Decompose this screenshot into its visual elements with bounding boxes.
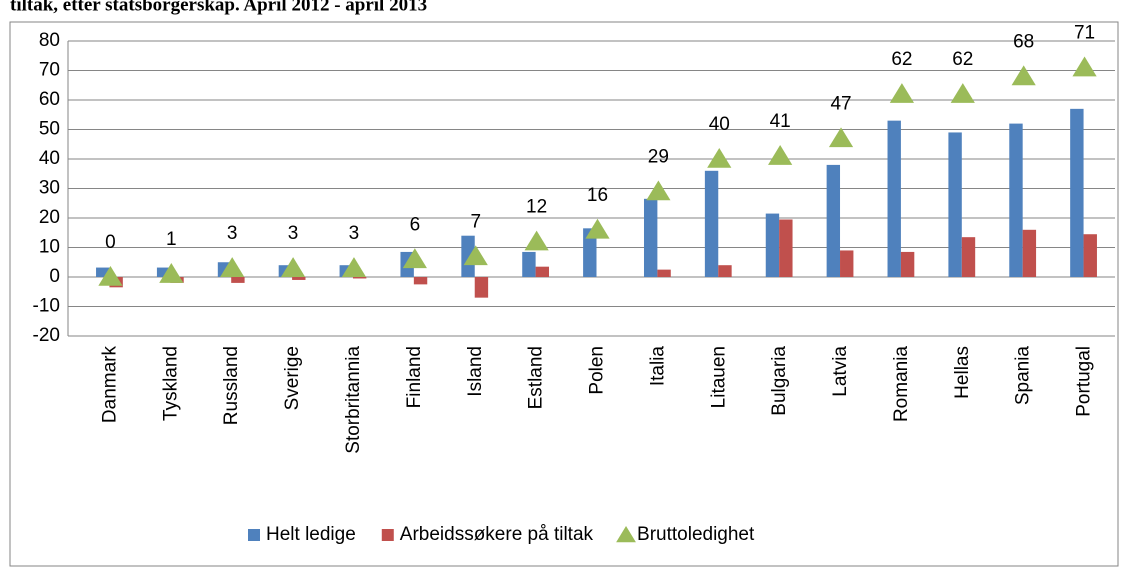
x-tick-label: Danmark [99, 346, 120, 424]
bar [900, 251, 915, 277]
legend-swatch [248, 529, 260, 541]
legend-label: Bruttoledighet [637, 524, 755, 545]
y-tick-label: 80 [39, 30, 60, 51]
x-tick-label: Portugal [1074, 346, 1095, 417]
x-tick-label: Litauen [708, 346, 729, 408]
x-tick-label: Russland [221, 346, 242, 425]
bar [1022, 229, 1037, 277]
bar [840, 250, 854, 277]
x-tick-label: Latvia [830, 346, 851, 397]
data-label: 29 [648, 146, 669, 167]
bar [352, 277, 367, 279]
y-tick-label: 40 [39, 148, 60, 169]
data-label: 62 [891, 49, 912, 70]
bar [657, 269, 671, 277]
x-tick-label: Spania [1013, 346, 1034, 406]
y-tick-label: 50 [39, 119, 60, 140]
data-label: 41 [770, 111, 791, 132]
data-label: 7 [470, 211, 481, 232]
bar [718, 265, 732, 277]
x-tick-label: Estland [526, 346, 547, 409]
bar [643, 198, 658, 277]
data-label: 3 [288, 223, 299, 244]
data-label: 62 [952, 49, 973, 70]
x-tick-label: Storbritannia [343, 346, 364, 454]
y-tick-label: 30 [39, 178, 60, 199]
chart-border [9, 21, 1119, 567]
data-label: 68 [1013, 31, 1034, 52]
bar [231, 277, 245, 283]
y-tick-label: 20 [39, 207, 60, 228]
data-label: 71 [1074, 23, 1095, 44]
x-tick-label: Island [465, 346, 486, 397]
bar [1070, 108, 1084, 277]
bar [1083, 234, 1097, 277]
marker [889, 83, 915, 103]
bar [583, 228, 597, 277]
bar [704, 170, 719, 277]
marker [707, 148, 732, 168]
marker [98, 266, 123, 286]
bar [292, 277, 306, 280]
marker [220, 257, 245, 277]
marker [1072, 56, 1097, 77]
bar [765, 213, 780, 277]
x-tick-label: Finland [404, 346, 425, 408]
x-tick-label: Italia [647, 346, 668, 387]
data-label: 47 [830, 93, 851, 114]
data-label: 12 [526, 197, 547, 218]
marker [585, 218, 610, 239]
y-tick-label: 70 [39, 60, 60, 81]
bar [887, 120, 901, 278]
marker [159, 263, 184, 283]
data-label: 3 [349, 223, 360, 244]
bar [779, 219, 793, 277]
marker [1011, 65, 1036, 86]
data-label: 3 [227, 223, 238, 244]
marker [768, 145, 793, 165]
x-tick-label: Romania [891, 346, 912, 422]
bar [1009, 123, 1023, 277]
marker [280, 257, 306, 277]
chart-title: tiltak, etter statsborgerskap. April 201… [10, 0, 427, 15]
y-tick-label: 60 [39, 89, 60, 110]
legend-marker [616, 526, 636, 543]
x-tick-label: Tyskland [160, 346, 181, 421]
bar [535, 266, 550, 277]
marker [646, 180, 671, 201]
marker [524, 230, 549, 251]
legend-label: Arbeidssøkere på tiltak [400, 524, 594, 545]
bar [96, 267, 110, 277]
data-label: 1 [166, 229, 177, 250]
data-label: 0 [105, 232, 116, 253]
y-tick-label: -10 [33, 296, 60, 317]
data-label: 16 [587, 185, 608, 206]
marker [402, 248, 427, 269]
bar [826, 164, 841, 277]
x-tick-label: Bulgaria [769, 346, 790, 416]
bar [156, 267, 171, 277]
marker [341, 257, 367, 277]
x-tick-label: Hellas [952, 346, 973, 399]
bar [961, 237, 976, 277]
data-label: 40 [709, 114, 730, 135]
marker [463, 245, 488, 266]
marker [828, 127, 854, 148]
y-tick-label: 10 [39, 237, 60, 258]
bar [461, 235, 475, 277]
bar [413, 277, 428, 285]
legend-label: Helt ledige [266, 524, 356, 545]
data-label: 6 [410, 214, 421, 235]
legend-swatch [381, 529, 394, 541]
marker [950, 83, 975, 103]
y-tick-label: 0 [49, 266, 60, 287]
bar [948, 132, 962, 277]
x-tick-label: Polen [587, 346, 608, 395]
bar [522, 251, 536, 277]
bar [474, 277, 489, 298]
y-tick-label: -20 [33, 325, 60, 346]
x-tick-label: Sverige [282, 346, 303, 410]
